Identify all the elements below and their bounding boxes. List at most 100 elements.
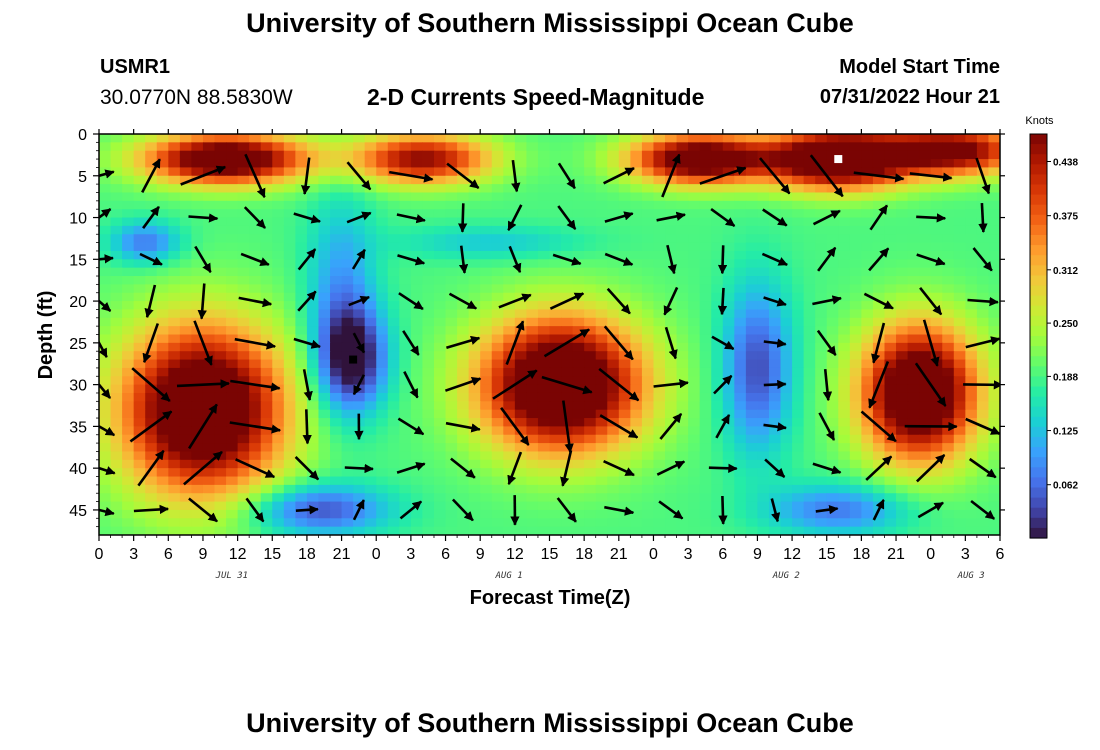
heatmap-cell (595, 200, 608, 210)
heatmap-cell (780, 242, 793, 252)
heatmap-cell (145, 434, 158, 444)
heatmap-cell (688, 309, 701, 319)
heatmap-cell (780, 451, 793, 461)
heatmap-cell (942, 276, 955, 285)
heatmap-cell (226, 150, 239, 160)
heatmap-cell (965, 351, 978, 361)
heatmap-cell (549, 351, 562, 361)
heatmap-cell (133, 326, 146, 336)
heatmap-cell (919, 326, 932, 336)
heatmap-cell (191, 426, 204, 436)
colorbar-swatch (1030, 457, 1047, 468)
heatmap-cell (122, 225, 135, 235)
heatmap-cell (572, 401, 585, 411)
heatmap-cell (537, 276, 551, 285)
heatmap-cell (595, 159, 608, 169)
heatmap-cell (665, 175, 678, 185)
heatmap-cell (676, 518, 689, 528)
heatmap-cell (283, 426, 296, 436)
heatmap-cell (965, 184, 978, 194)
heatmap-cell (572, 167, 585, 177)
heatmap-cell (433, 401, 447, 411)
current-arrow (402, 330, 420, 356)
heatmap-cell (653, 267, 666, 277)
heatmap-cell (665, 276, 678, 285)
heatmap-cell (457, 443, 470, 453)
heatmap-cell (653, 376, 666, 386)
heatmap-cell (491, 401, 504, 411)
heatmap-cell (376, 192, 389, 202)
heatmap-cell (803, 192, 816, 202)
heatmap-cell (561, 367, 574, 377)
heatmap-cell (364, 484, 377, 494)
heatmap-cell (699, 276, 712, 285)
heatmap-cell (156, 434, 169, 444)
heatmap-cell (433, 276, 447, 285)
heatmap-cell (976, 518, 990, 528)
heatmap-cell (630, 493, 643, 503)
heatmap-cell (618, 267, 631, 277)
heatmap-cell (872, 392, 886, 402)
heatmap-cell (919, 267, 932, 277)
heatmap-cell (861, 468, 874, 478)
heatmap-cell (179, 334, 193, 344)
heatmap-cell (803, 509, 816, 519)
heatmap-cell (665, 267, 678, 277)
x-tick-label: 9 (199, 546, 208, 563)
heatmap-cell (919, 192, 932, 202)
heatmap-cell (422, 242, 435, 252)
heatmap-cell (988, 451, 1000, 461)
heatmap-cell (526, 267, 539, 277)
heatmap-cell (295, 342, 308, 352)
heatmap-cell (930, 184, 943, 194)
heatmap-cell (745, 200, 759, 210)
heatmap-cell (549, 509, 562, 519)
heatmap-cell (942, 326, 955, 336)
heatmap-cell (202, 476, 216, 486)
heatmap-cell (433, 526, 447, 535)
heatmap-cell (318, 384, 331, 394)
heatmap-cell (433, 317, 447, 327)
heatmap-cell (364, 317, 377, 327)
heatmap-cell (306, 259, 320, 269)
heatmap-cell (896, 309, 909, 319)
heatmap-cell (919, 501, 932, 511)
current-arrow (604, 505, 635, 516)
heatmap-cell (907, 259, 920, 269)
heatmap-cell (838, 359, 851, 369)
current-arrow (863, 292, 894, 310)
heatmap-cell (896, 418, 909, 427)
heatmap-cell (572, 334, 585, 344)
heatmap-cell (641, 493, 655, 503)
heatmap-cell (884, 351, 897, 361)
heatmap-cell (849, 326, 862, 336)
heatmap-cell (688, 259, 701, 269)
heatmap-cell (491, 434, 504, 444)
heatmap-cell (468, 159, 481, 169)
heatmap-cell (641, 267, 655, 277)
heatmap-cell (780, 309, 793, 319)
heatmap-cell (99, 334, 112, 344)
heatmap-cell (676, 342, 689, 352)
heatmap-cell (722, 134, 735, 143)
heatmap-cell (757, 509, 770, 519)
heatmap-cell (237, 292, 250, 302)
heatmap-cell (410, 326, 424, 336)
heatmap-cell (884, 200, 897, 210)
heatmap-cell (491, 317, 504, 327)
heatmap-cell (457, 501, 470, 511)
heatmap-cell (422, 159, 435, 169)
heatmap-cell (283, 526, 296, 535)
heatmap-cell (988, 526, 1000, 535)
heatmap-cell (965, 217, 978, 227)
heatmap-cell (722, 284, 735, 294)
heatmap-cell (537, 159, 551, 169)
heatmap-cell (179, 526, 193, 535)
heatmap-cell (884, 409, 897, 419)
heatmap-cell (549, 276, 562, 285)
heatmap-cell (445, 159, 458, 169)
heatmap-cell (330, 384, 343, 394)
heatmap-cell (872, 242, 886, 252)
heatmap-cell (168, 468, 181, 478)
heatmap-cell (491, 476, 504, 486)
